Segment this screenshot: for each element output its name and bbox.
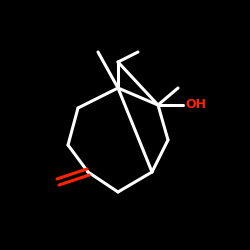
Text: OH: OH	[185, 98, 206, 112]
